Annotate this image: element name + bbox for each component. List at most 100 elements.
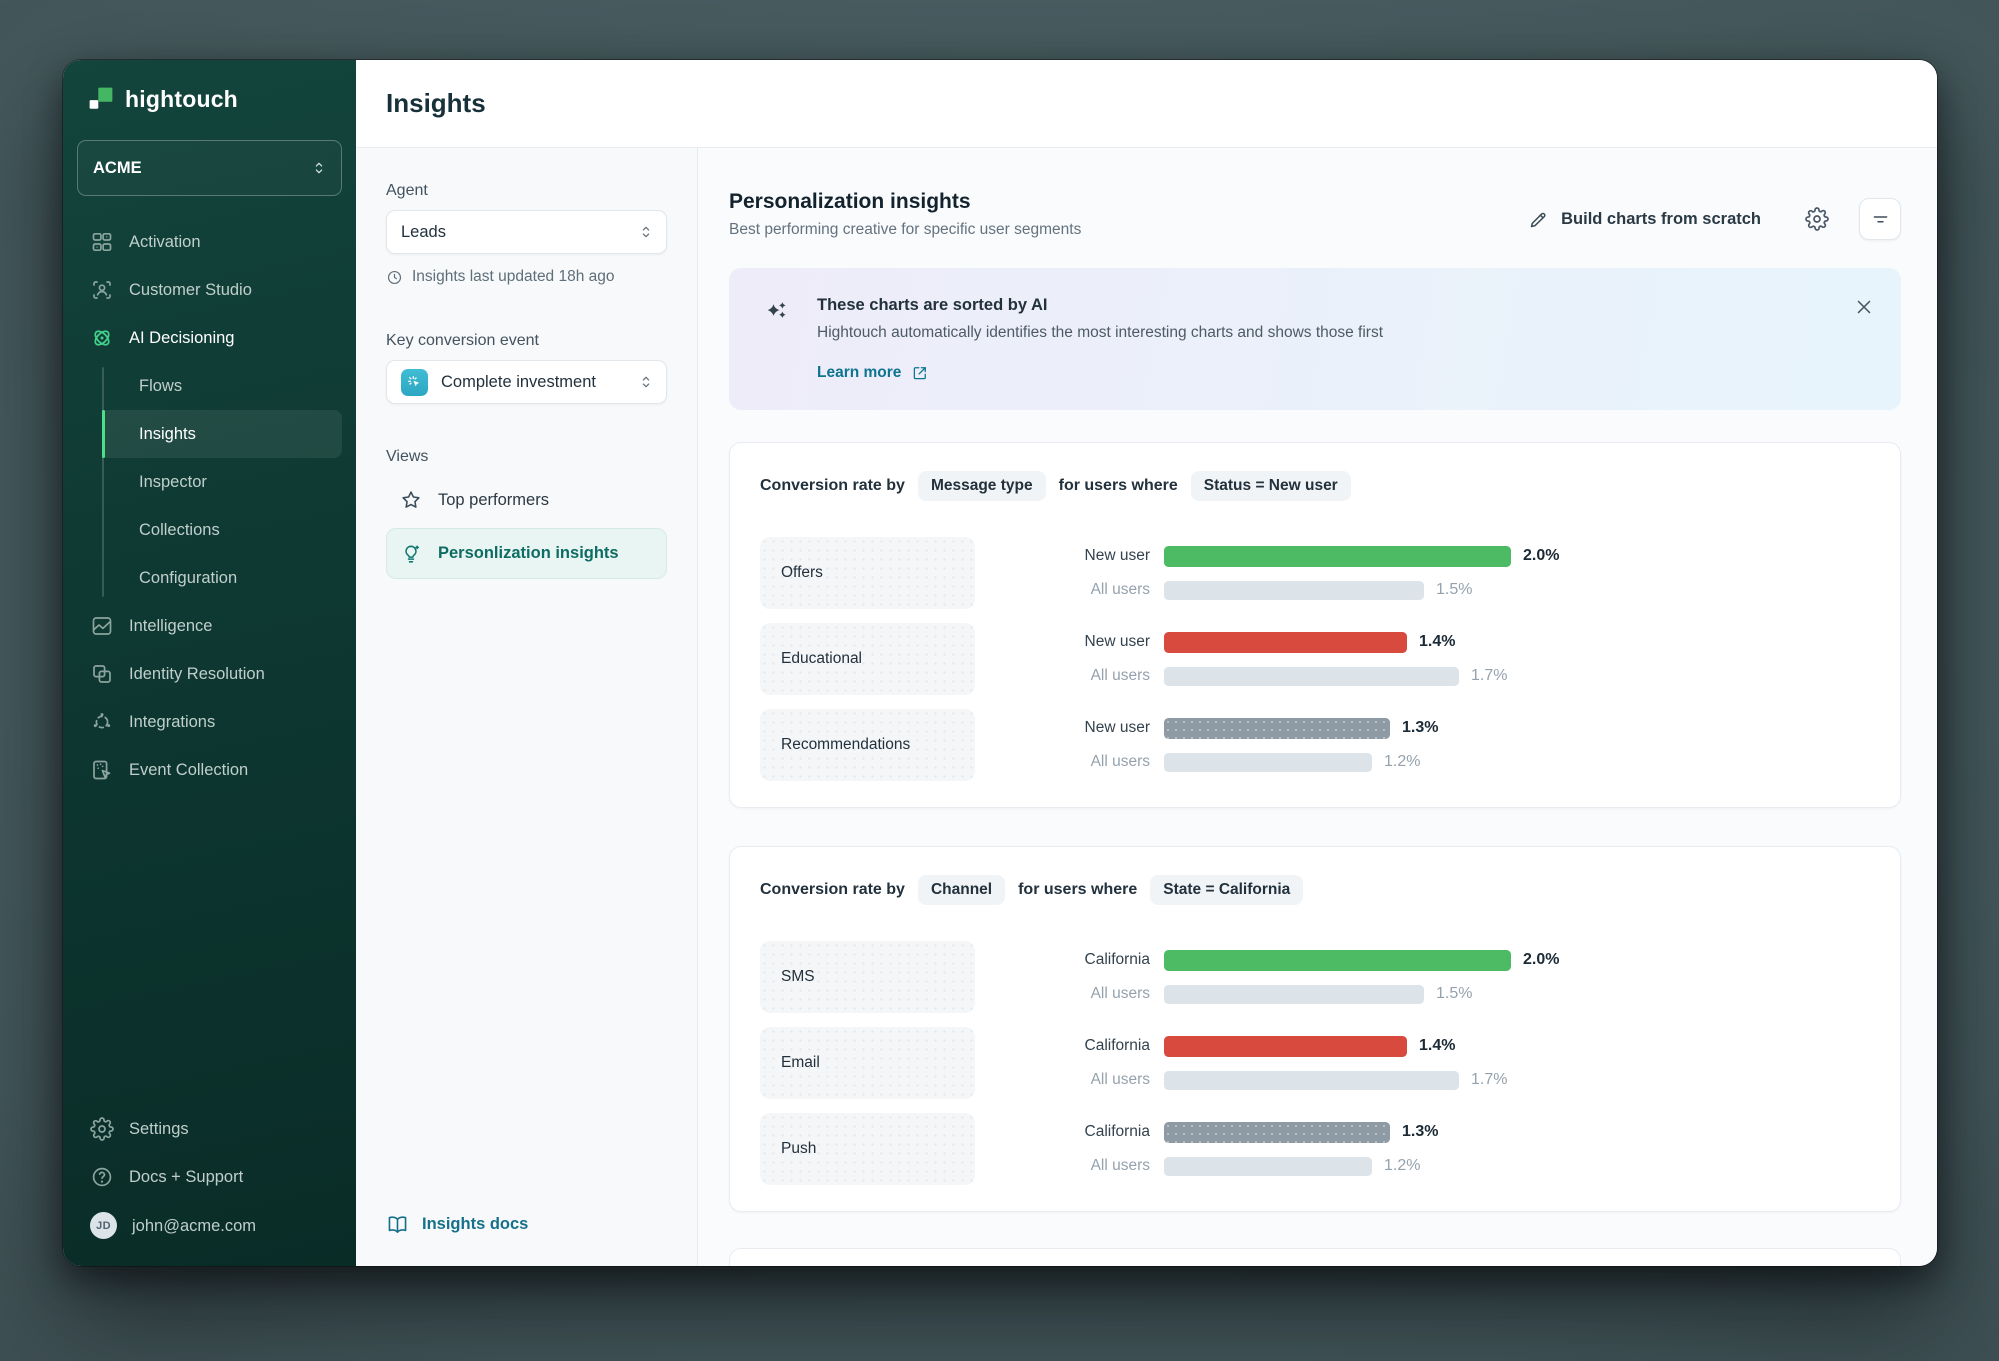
sidebar-item-label: Settings: [129, 1120, 189, 1138]
charts-container: Conversion rate by Message type for users …: [729, 442, 1901, 1212]
sidebar-item-label: Customer Studio: [129, 281, 252, 299]
category-label: Recommendations: [760, 709, 975, 781]
sidebar-item-label: Docs + Support: [129, 1168, 244, 1186]
bar-line: New user 2.0%: [1002, 543, 1559, 570]
sidebar-nav: Activation Customer Studio AI Decisioning F…: [77, 218, 342, 794]
bars-group: California 1.4% All users 1.7%: [1002, 1033, 1507, 1094]
chart-row-recommendations: Recommendations New user 1.3% All users 1.2%: [760, 709, 1870, 781]
bar-line: All users 1.5%: [1002, 981, 1559, 1008]
bar-value: 1.5%: [1436, 581, 1473, 598]
close-icon[interactable]: [1853, 296, 1875, 318]
sidebar-item-insights[interactable]: Insights: [102, 410, 342, 458]
agent-label: Agent: [386, 182, 428, 199]
cursor-click-icon: [401, 368, 428, 396]
secondary-bar: [1164, 580, 1424, 600]
sidebar-item-integrations[interactable]: Integrations: [77, 698, 342, 746]
view-item-top-performers[interactable]: Top performers: [386, 478, 667, 522]
group-by-chip[interactable]: Message type: [917, 471, 1046, 501]
sidebar-item-label: Identity Resolution: [129, 665, 265, 683]
customer-studio-icon: [90, 278, 114, 302]
insights-docs-link[interactable]: Insights docs: [386, 1213, 667, 1236]
chart-title-prefix: Conversion rate by: [760, 881, 905, 898]
sidebar-item-ai-decisioning[interactable]: AI Decisioning: [77, 314, 342, 362]
sidebar-item-identity-resolution[interactable]: Identity Resolution: [77, 650, 342, 698]
bar-value: 1.7%: [1471, 1071, 1508, 1088]
view-item-personlization-insights[interactable]: Personlization insights: [386, 528, 667, 579]
views-list: Top performers Personlization insights: [386, 478, 667, 579]
event-collection-icon: [90, 758, 114, 782]
external-link-icon: [911, 364, 929, 382]
bar-value: 1.3%: [1402, 1123, 1439, 1140]
chart-rows: SMS California 2.0% All users 1.5% Email Calif…: [760, 941, 1870, 1185]
logo-text: hightouch: [125, 85, 238, 112]
category-label: Offers: [760, 537, 975, 609]
intelligence-icon: [90, 614, 114, 638]
chart-row-sms: SMS California 2.0% All users 1.5%: [760, 941, 1870, 1013]
sidebar-item-label: Collections: [139, 521, 220, 539]
sidebar-item-intelligence[interactable]: Intelligence: [77, 602, 342, 650]
series-label: All users: [1090, 667, 1150, 684]
key-conversion-select[interactable]: Complete investment: [386, 360, 667, 404]
chart-row-educational: Educational New user 1.4% All users 1.7%: [760, 623, 1870, 695]
workspace-selector[interactable]: ACME: [77, 140, 342, 196]
sidebar-item-docs-support[interactable]: Docs + Support: [77, 1153, 342, 1201]
primary-bar: [1164, 631, 1407, 653]
secondary-bar: [1164, 666, 1459, 686]
filter-chip[interactable]: Status = New user: [1190, 471, 1351, 501]
series-label: New user: [1084, 547, 1150, 564]
sparkles-icon: [763, 297, 791, 325]
bars-group: New user 2.0% All users 1.5%: [1002, 543, 1559, 604]
bulb-icon: [400, 543, 422, 565]
chart-row-offers: Offers New user 2.0% All users 1.5%: [760, 537, 1870, 609]
bar-line: New user 1.4%: [1002, 629, 1507, 656]
integrations-icon: [90, 710, 114, 734]
key-conversion-label: Key conversion event: [386, 332, 539, 349]
bar-line: All users 1.2%: [1002, 1153, 1438, 1180]
series-label: New user: [1084, 719, 1150, 736]
activation-icon: [90, 230, 114, 254]
chart-row-push: Push California 1.3% All users 1.2%: [760, 1113, 1870, 1185]
user-menu[interactable]: JD john@acme.com: [77, 1201, 342, 1250]
ai-decisioning-subnav: Flows Insights Inspector Collections Configu…: [102, 362, 342, 602]
bar-line: All users 1.7%: [1002, 663, 1507, 690]
sidebar-item-flows[interactable]: Flows: [102, 362, 342, 410]
sidebar-item-configuration[interactable]: Configuration: [102, 554, 342, 602]
sidebar-item-label: Flows: [139, 377, 183, 395]
sidebar-item-settings[interactable]: Settings: [77, 1105, 342, 1153]
sidebar-item-customer-studio[interactable]: Customer Studio: [77, 266, 342, 314]
primary-bar: [1164, 717, 1390, 739]
build-charts-button[interactable]: Build charts from scratch: [1528, 209, 1761, 230]
clock-icon: [386, 269, 403, 286]
filter-button[interactable]: [1859, 198, 1901, 240]
sidebar-item-event-collection[interactable]: Event Collection: [77, 746, 342, 794]
workspace-name: ACME: [93, 158, 142, 177]
main-content: Personalization insights Best performing…: [698, 148, 1937, 1266]
agent-select[interactable]: Leads: [386, 210, 667, 254]
sidebar-item-activation[interactable]: Activation: [77, 218, 342, 266]
group-by-chip[interactable]: Channel: [917, 875, 1006, 905]
chart-title-prefix: Conversion rate by: [760, 477, 905, 494]
series-label: All users: [1090, 1071, 1150, 1088]
chart-title: Conversion rate by Channel for users where…: [760, 875, 1870, 905]
sidebar-item-inspector[interactable]: Inspector: [102, 458, 342, 506]
category-label: SMS: [760, 941, 975, 1013]
bar-value: 1.4%: [1419, 1037, 1456, 1054]
page-header: Insights: [356, 60, 1937, 148]
settings-icon: [90, 1117, 114, 1141]
series-label: California: [1084, 951, 1150, 968]
hightouch-logo: hightouch: [77, 82, 342, 116]
bar-line: New user 1.3%: [1002, 715, 1438, 742]
filter-panel: Agent Leads Insights last updated 18h ag…: [356, 148, 698, 1266]
bars-group: New user 1.4% All users 1.7%: [1002, 629, 1507, 690]
ai-decisioning-icon: [90, 326, 114, 350]
sidebar-item-collections[interactable]: Collections: [102, 506, 342, 554]
filter-chip[interactable]: State = California: [1150, 875, 1304, 905]
learn-more-link[interactable]: Learn more: [817, 364, 1383, 382]
section-title: Personalization insights: [729, 190, 971, 213]
gear-icon[interactable]: [1805, 207, 1829, 231]
series-label: California: [1084, 1037, 1150, 1054]
banner-title: These charts are sorted by AI: [817, 296, 1048, 314]
sidebar-item-label: Intelligence: [129, 617, 213, 635]
primary-bar: [1164, 1121, 1390, 1143]
identity-resolution-icon: [90, 662, 114, 686]
